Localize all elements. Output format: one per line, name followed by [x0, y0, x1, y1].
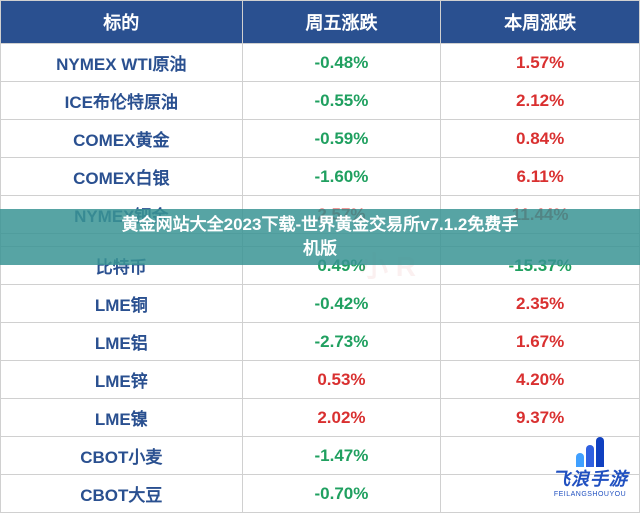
cell-friday: -0.70%	[242, 475, 441, 513]
cell-name: LME铜	[1, 285, 243, 323]
col-header-name: 标的	[1, 1, 243, 44]
table-row: LME镍2.02%9.37%	[1, 399, 640, 437]
market-table-container: 标的 周五涨跌 本周涨跌 NYMEX WTI原油-0.48%1.57%ICE布伦…	[0, 0, 640, 504]
col-header-week: 本周涨跌	[441, 1, 640, 44]
cell-name: CBOT小麦	[1, 437, 243, 475]
cell-friday: -0.48%	[242, 44, 441, 82]
table-row: LME铜-0.42%2.35%	[1, 285, 640, 323]
cell-week: 9.37%	[441, 399, 640, 437]
header-row: 标的 周五涨跌 本周涨跌	[1, 1, 640, 44]
table-row: LME锌0.53%4.20%	[1, 361, 640, 399]
cell-name: COMEX黄金	[1, 120, 243, 158]
cell-name: LME铝	[1, 323, 243, 361]
table-row: CBOT大豆-0.70%	[1, 475, 640, 513]
cell-week: 1.57%	[441, 44, 640, 82]
cell-week: 4.20%	[441, 361, 640, 399]
cell-friday: 0.53%	[242, 361, 441, 399]
overlay-line2: 机版	[0, 237, 640, 261]
cell-friday: -0.59%	[242, 120, 441, 158]
cell-week: 2.35%	[441, 285, 640, 323]
overlay-line1: 黄金网站大全2023下载-世界黄金交易所v7.1.2免费手	[0, 213, 640, 237]
logo-subtext: FEILANGSHOUYOU	[554, 491, 626, 498]
cell-friday: -1.47%	[242, 437, 441, 475]
col-header-friday: 周五涨跌	[242, 1, 441, 44]
table-row: LME铝-2.73%1.67%	[1, 323, 640, 361]
cell-name: LME锌	[1, 361, 243, 399]
overlay-banner[interactable]: 黄金网站大全2023下载-世界黄金交易所v7.1.2免费手 机版	[0, 209, 640, 265]
cell-friday: 2.02%	[242, 399, 441, 437]
cell-name: ICE布伦特原油	[1, 82, 243, 120]
cell-name: LME镍	[1, 399, 243, 437]
cell-friday: -0.42%	[242, 285, 441, 323]
cell-week: 2.12%	[441, 82, 640, 120]
cell-week: 0.84%	[441, 120, 640, 158]
cell-friday: -2.73%	[242, 323, 441, 361]
cell-friday: -1.60%	[242, 158, 441, 196]
table-body: NYMEX WTI原油-0.48%1.57%ICE布伦特原油-0.55%2.12…	[1, 44, 640, 513]
cell-name: CBOT大豆	[1, 475, 243, 513]
cell-week: 6.11%	[441, 158, 640, 196]
logo-wave-icon	[576, 437, 604, 467]
cell-week: 1.67%	[441, 323, 640, 361]
logo[interactable]: 飞浪手游 FEILANGSHOUYOU	[552, 437, 628, 498]
cell-name: COMEX白银	[1, 158, 243, 196]
cell-friday: -0.55%	[242, 82, 441, 120]
table-row: CBOT小麦-1.47%	[1, 437, 640, 475]
cell-name: NYMEX WTI原油	[1, 44, 243, 82]
table-row: ICE布伦特原油-0.55%2.12%	[1, 82, 640, 120]
table-row: COMEX黄金-0.59%0.84%	[1, 120, 640, 158]
table-row: COMEX白银-1.60%6.11%	[1, 158, 640, 196]
table-row: NYMEX WTI原油-0.48%1.57%	[1, 44, 640, 82]
logo-text: 飞浪手游	[552, 465, 628, 491]
